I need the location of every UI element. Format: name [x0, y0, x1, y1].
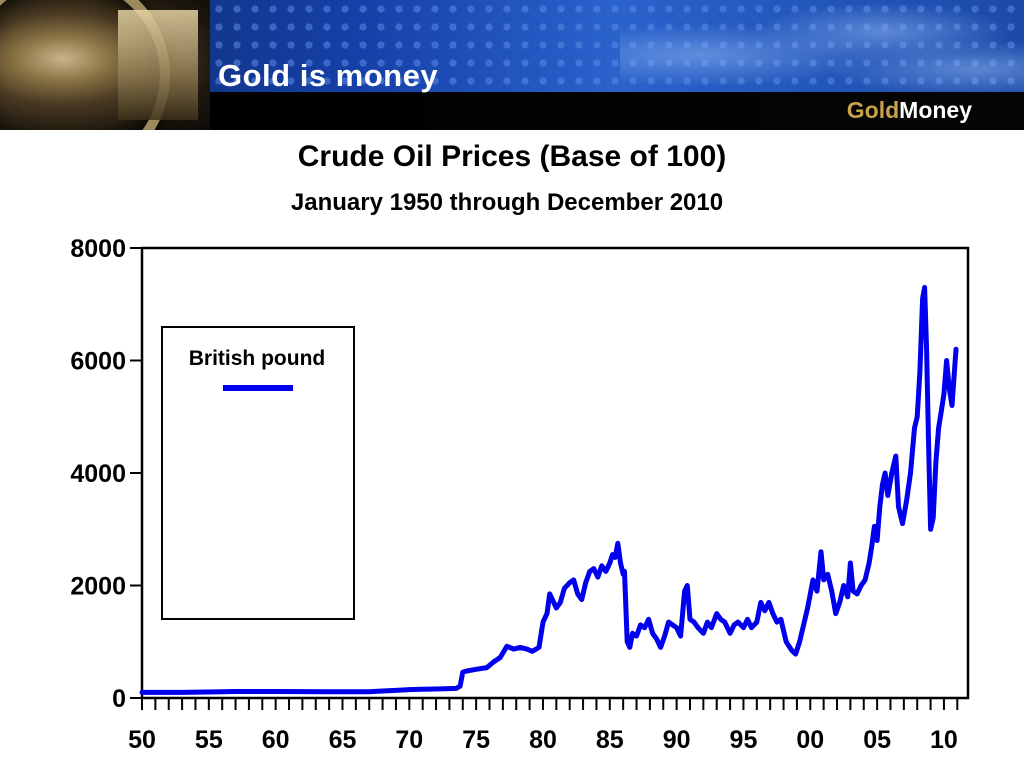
- y-tick-label: 8000: [70, 235, 126, 263]
- y-tick-label: 6000: [70, 348, 126, 376]
- x-tick-label: 60: [262, 726, 290, 754]
- world-map-graphic: [620, 0, 1024, 92]
- x-tick-label: 90: [663, 726, 691, 754]
- legend-label: British pound: [189, 347, 325, 370]
- legend: British pound: [161, 326, 355, 620]
- x-tick-label: 70: [395, 726, 423, 754]
- y-tick-label: 4000: [70, 460, 126, 488]
- vault-door-image: [0, 0, 210, 130]
- y-tick-label: 2000: [70, 573, 126, 601]
- banner-title: Gold is money: [218, 58, 439, 93]
- x-tick-label: 50: [128, 726, 156, 754]
- series-line: [139, 284, 959, 695]
- y-tick-label: 0: [112, 685, 126, 713]
- x-tick-label: 10: [930, 726, 958, 754]
- x-tick-label: 75: [462, 726, 490, 754]
- brand-bar: [210, 92, 1024, 130]
- vault-interior: [118, 10, 198, 120]
- x-tick-label: 95: [730, 726, 758, 754]
- x-tick-label: 05: [863, 726, 891, 754]
- series-group: [139, 284, 959, 695]
- x-tick-label: 80: [529, 726, 557, 754]
- brand-money-text: Money: [899, 97, 972, 123]
- header-banner: [0, 0, 1024, 130]
- y-axis: 0 2000 4000 6000 8000: [70, 235, 142, 713]
- x-tick-label: 85: [596, 726, 624, 754]
- x-tick-label: 65: [329, 726, 357, 754]
- x-tick-label: 55: [195, 726, 223, 754]
- brand-logo: GoldMoney: [847, 97, 972, 124]
- chart-title: Crude Oil Prices (Base of 100): [297, 140, 727, 173]
- brand-gold-text: Gold: [846, 97, 900, 123]
- x-axis: 50 55 60 65 70 75 80 85 90 95 00 05 10: [128, 698, 959, 754]
- legend-box: [161, 326, 355, 620]
- x-tick-label: 00: [796, 726, 824, 754]
- chart-subtitle: January 1950 through December 2010: [290, 189, 724, 216]
